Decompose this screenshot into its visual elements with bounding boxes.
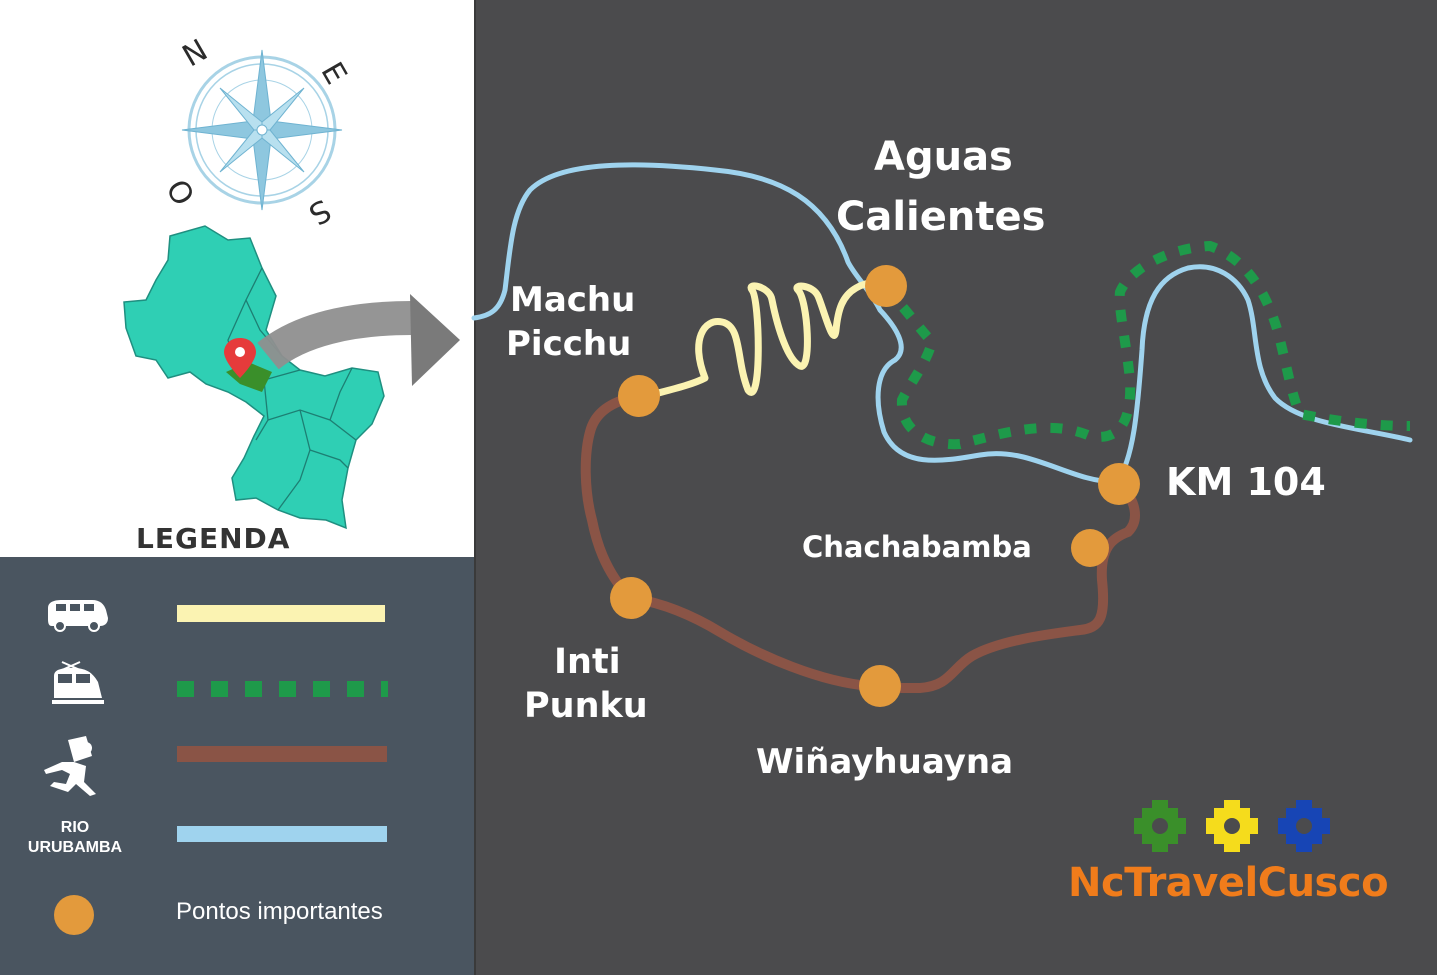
van-route <box>636 279 888 402</box>
green-chakana-icon <box>1134 800 1186 852</box>
legend-van-line <box>177 605 385 622</box>
blue-chakana-icon <box>1278 800 1330 852</box>
legend-river-label-line1: RIO <box>60 819 90 836</box>
hiker-icon <box>44 736 96 796</box>
point-chachabamba <box>1071 529 1109 567</box>
train-route <box>881 240 1411 450</box>
point-inti-punku <box>610 577 652 619</box>
brand-name: NcTravelCusco <box>1068 860 1389 906</box>
location-pin-icon <box>224 338 256 378</box>
legend-points-label: Pontos importantes <box>176 898 383 925</box>
legend-river-label: RIO URUBAMBA <box>20 818 130 858</box>
label-aguas-calientes-1: Aguas <box>874 134 1013 180</box>
arrow-head-icon <box>410 294 460 386</box>
legend-title: LEGENDA <box>136 522 291 555</box>
legend-trek-line <box>177 746 387 762</box>
legend-river-line <box>177 826 387 842</box>
label-winayhuayna: Wiñayhuayna <box>756 742 1014 782</box>
legend-point <box>54 895 94 935</box>
label-inti-punku-1: Inti <box>554 642 621 682</box>
label-km104: KM 104 <box>1166 460 1326 504</box>
compass-rose-icon <box>181 49 343 211</box>
urubamba-river <box>471 162 1413 485</box>
point-machu-picchu <box>618 375 660 417</box>
van-icon <box>48 600 108 632</box>
cusco-region-map <box>123 225 460 530</box>
legend-lines <box>54 605 388 935</box>
point-aguas-calientes <box>865 265 907 307</box>
yellow-chakana-icon <box>1206 800 1258 852</box>
label-chachabamba: Chachabamba <box>802 530 1032 564</box>
point-km104 <box>1098 463 1140 505</box>
zoom-arrow <box>257 301 413 370</box>
legend-river-label-line2: URUBAMBA <box>27 839 123 856</box>
label-inti-punku-2: Punku <box>524 686 648 726</box>
brand-logo-icons <box>1134 800 1330 852</box>
label-aguas-calientes-2: Calientes <box>836 194 1046 240</box>
label-machu-picchu-2: Picchu <box>506 324 632 364</box>
label-machu-picchu-1: Machu <box>510 280 636 320</box>
point-winayhuayna <box>859 665 901 707</box>
train-icon <box>52 661 104 704</box>
